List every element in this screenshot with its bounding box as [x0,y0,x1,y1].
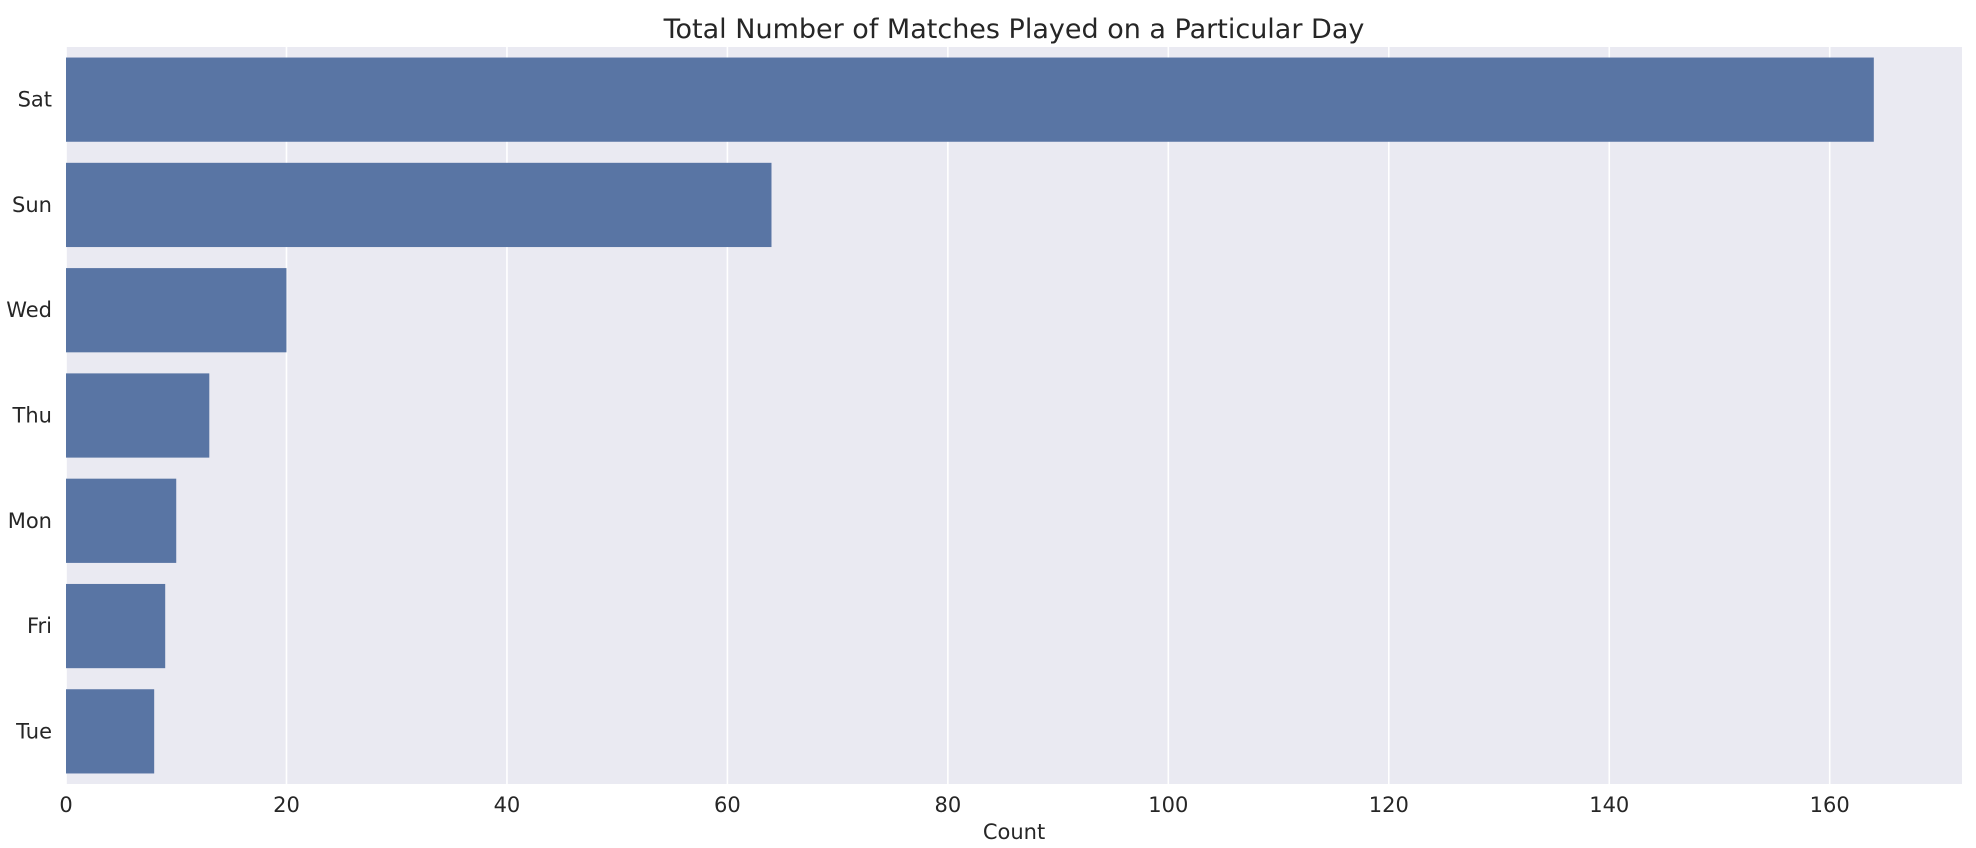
bar-thu [66,373,210,458]
bar-sun [66,162,772,248]
x-tick-label: 0 [59,793,72,817]
bar-sat [66,57,1874,142]
chart-title: Total Number of Matches Played on a Part… [663,14,1365,45]
y-tick-label-mon: Mon [8,509,52,533]
x-tick-label: 140 [1589,793,1629,817]
y-tick-label-tue: Tue [15,719,52,743]
bars [66,57,1874,774]
x-tick-label: 120 [1369,793,1409,817]
y-tick-label-sat: Sat [18,88,52,112]
x-tick-label: 40 [494,793,521,817]
x-tick-label: 60 [714,793,741,817]
x-tick-label: 160 [1810,793,1850,817]
x-tick-label: 80 [934,793,961,817]
x-tick-label: 100 [1148,793,1188,817]
y-tick-labels: Sat Sun Wed Thu Mon Fri Tue [6,88,52,744]
x-axis-label: Count [983,820,1045,844]
bar-tue [66,689,155,774]
plot-background [66,47,1962,784]
x-tick-labels: 0 20 40 60 80 100 120 140 160 [59,793,1849,817]
y-tick-label-wed: Wed [6,298,52,322]
bar-wed [66,268,287,353]
y-tick-label-sun: Sun [12,193,52,217]
bar-fri [66,583,166,669]
y-tick-label-thu: Thu [12,404,52,428]
x-tick-label: 20 [273,793,300,817]
bar-mon [66,478,177,563]
y-tick-label-fri: Fri [27,614,52,638]
